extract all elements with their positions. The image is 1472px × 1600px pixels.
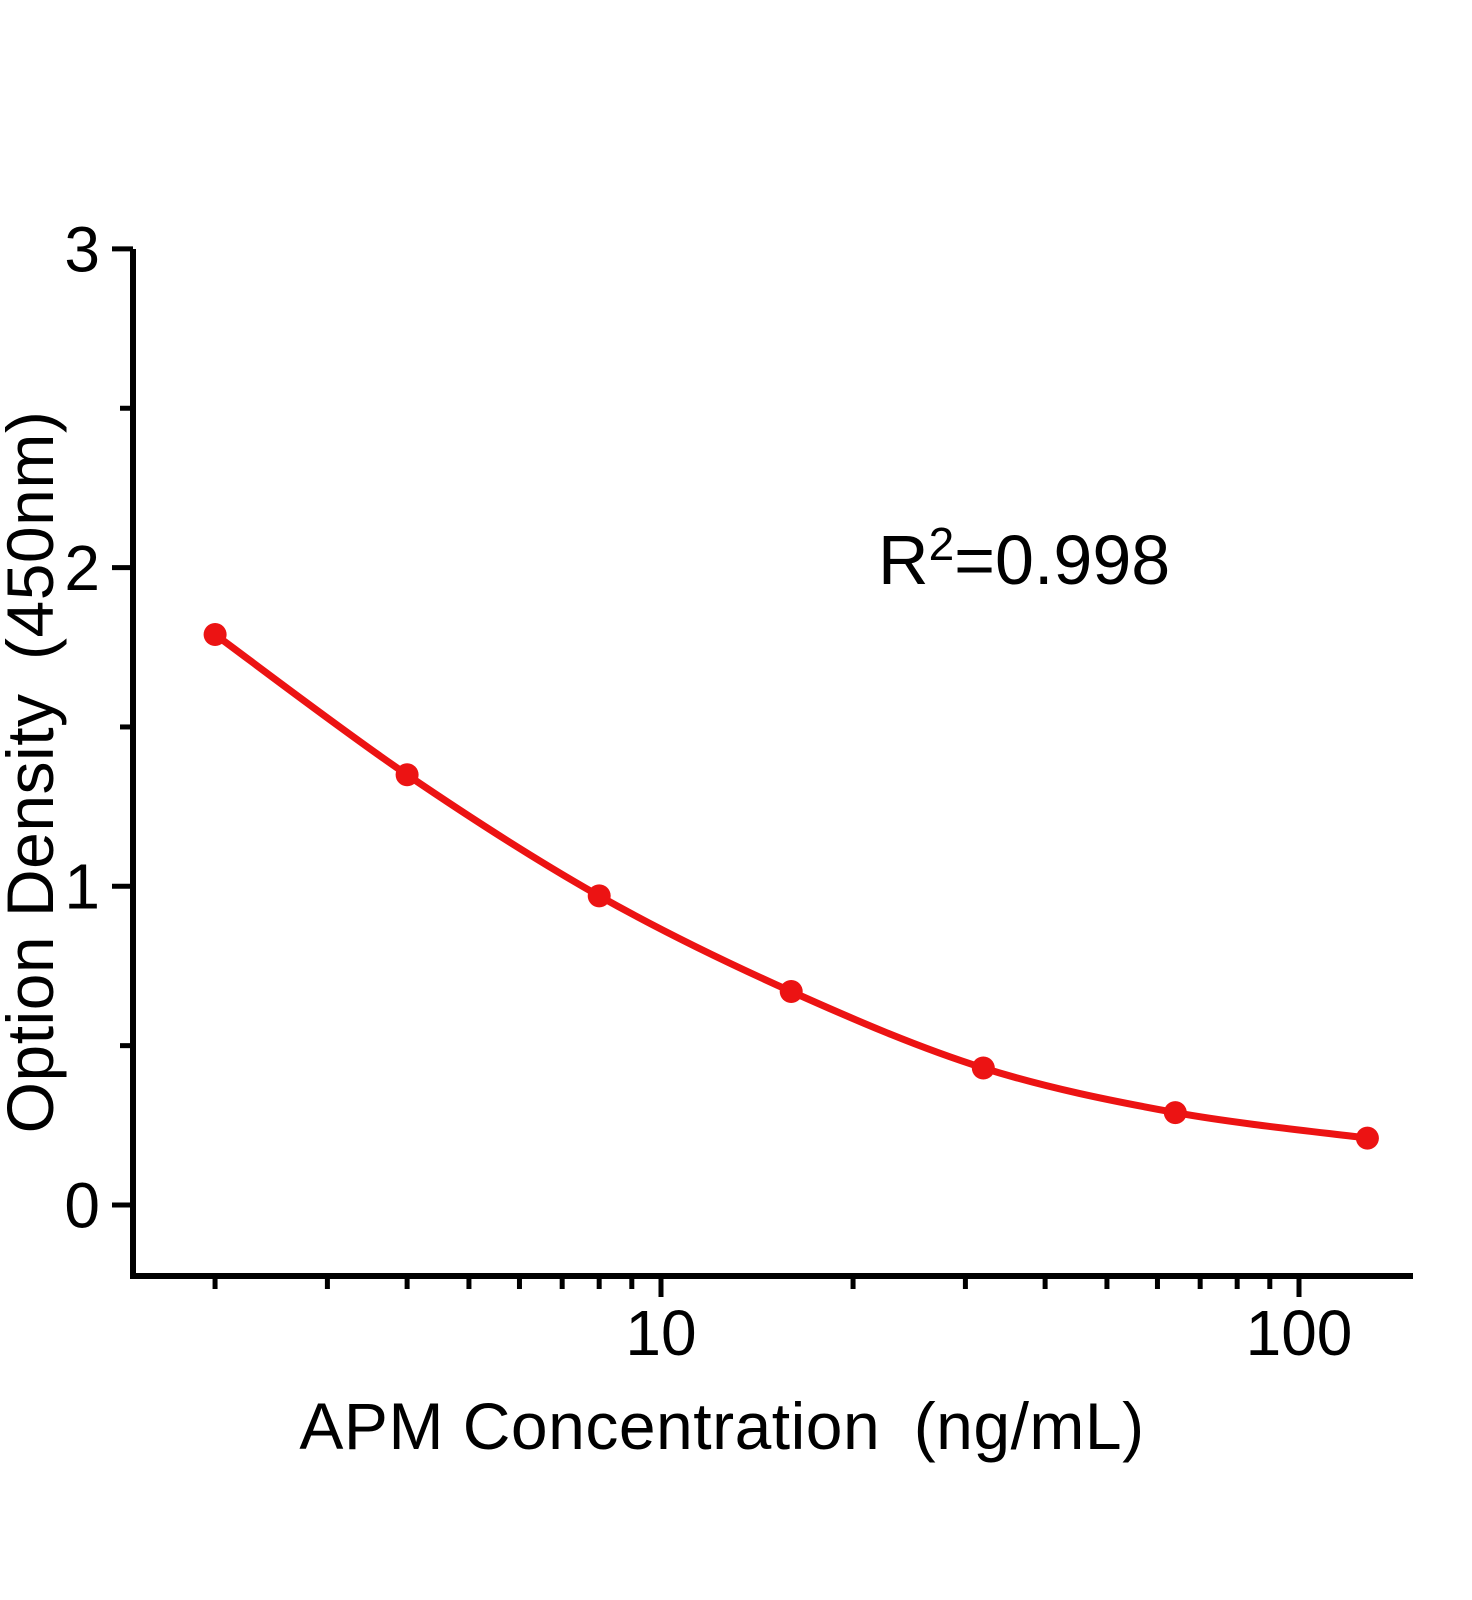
- x-tick-label: 10: [625, 1297, 696, 1369]
- data-point-marker: [971, 1056, 995, 1080]
- r-squared-annotation: R2=0.998: [878, 518, 1171, 600]
- y-tick-label: 3: [64, 213, 100, 285]
- x-axis-title: APM Concentration (ng/mL): [299, 1389, 1145, 1463]
- data-point-marker: [203, 623, 227, 646]
- r-squared-exponent: 2: [928, 518, 955, 570]
- data-point-marker: [1163, 1101, 1187, 1125]
- y-axis-title: Option Density (450nm): [0, 410, 67, 1134]
- standard-curve-line: [211, 631, 1371, 1142]
- data-point-marker: [1355, 1126, 1379, 1150]
- y-tick-label: 1: [64, 851, 100, 923]
- data-point-marker: [395, 763, 419, 787]
- x-tick-label: 100: [1246, 1297, 1353, 1369]
- data-point-marker: [587, 884, 611, 908]
- r-squared-value: =0.998: [954, 521, 1171, 599]
- y-tick-label: 0: [64, 1169, 100, 1241]
- y-tick-label: 2: [64, 532, 100, 604]
- r-squared-base: R: [878, 521, 929, 599]
- data-point-marker: [779, 980, 803, 1003]
